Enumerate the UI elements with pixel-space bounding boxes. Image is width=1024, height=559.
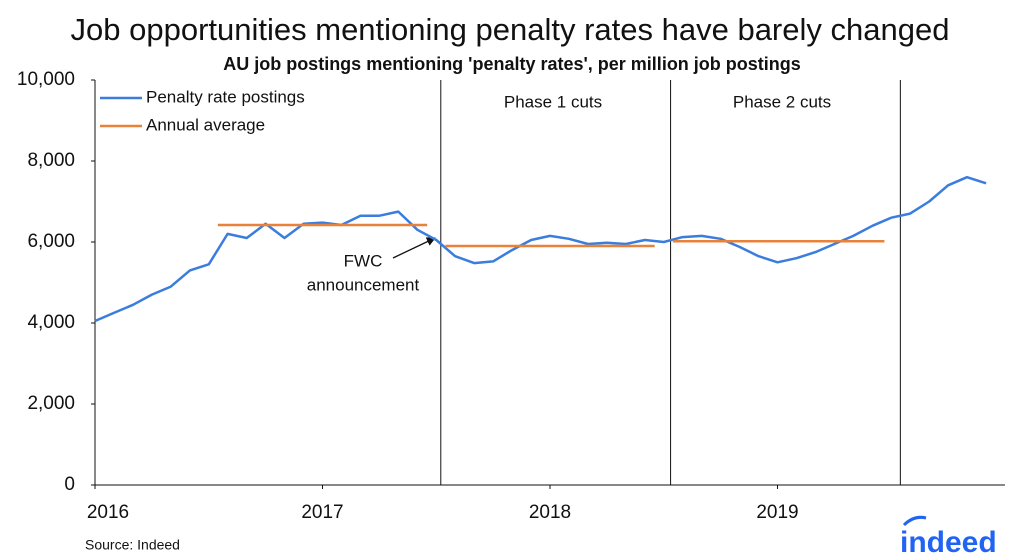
annotation: FWC	[344, 251, 383, 270]
x-tick-label: 2019	[756, 502, 798, 523]
y-tick-label: 0	[64, 474, 75, 495]
y-tick-label: 6,000	[27, 231, 75, 252]
annotation-arrow	[392, 237, 436, 259]
y-tick-label: 10,000	[17, 69, 75, 90]
annotation: Phase 2 cuts	[733, 92, 831, 111]
x-tick-label: 2016	[87, 502, 129, 523]
legend-label: Annual average	[146, 115, 265, 134]
legend-label: Penalty rate postings	[146, 87, 305, 106]
y-tick-label: 4,000	[27, 312, 75, 333]
y-tick-label: 2,000	[27, 393, 75, 414]
chart-title: Job opportunities mentioning penalty rat…	[71, 12, 950, 47]
logo-arc	[902, 515, 927, 527]
series-line	[94, 175, 987, 323]
annotation: Phase 1 cuts	[504, 92, 602, 111]
x-tick-label: 2017	[301, 502, 343, 523]
annotation: announcement	[307, 275, 420, 294]
chart-subtitle: AU job postings mentioning 'penalty rate…	[223, 54, 801, 74]
y-tick-label: 8,000	[27, 150, 75, 171]
logo: indeed	[900, 526, 997, 559]
source: Source: Indeed	[85, 537, 180, 553]
x-tick-label: 2018	[529, 502, 571, 523]
